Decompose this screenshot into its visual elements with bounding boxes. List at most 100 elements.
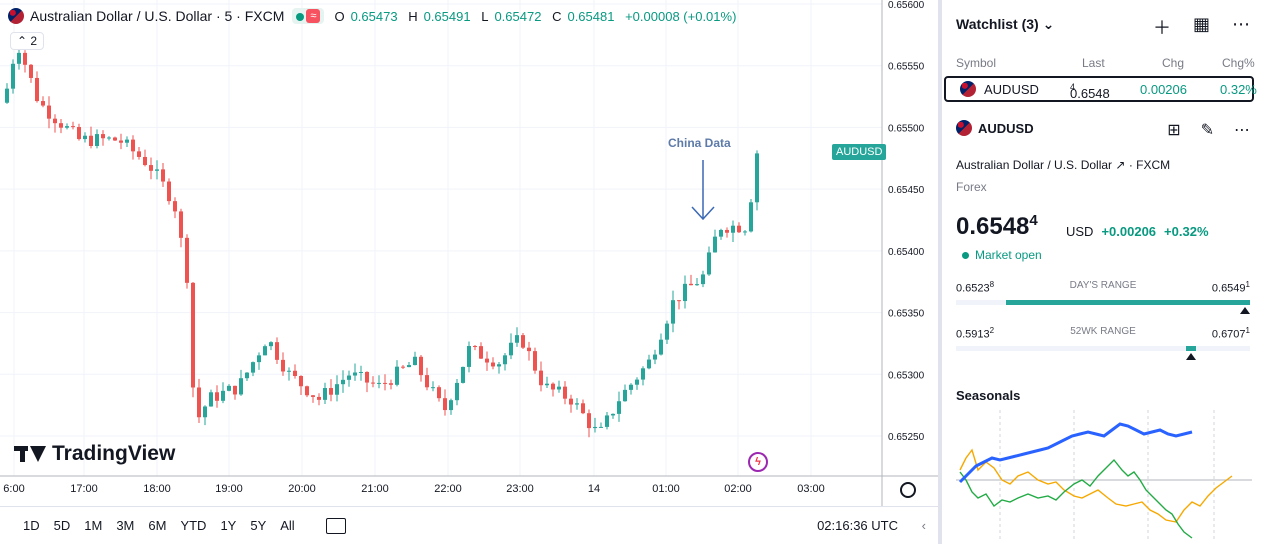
col-chg[interactable]: Chg — [1162, 56, 1185, 70]
lightning-icon[interactable]: ϟ — [748, 452, 768, 472]
table-icon[interactable]: ▦ — [1192, 14, 1210, 34]
col-chgp[interactable]: Chg% — [1222, 56, 1255, 70]
candle-body — [179, 211, 183, 238]
time-tick-label: 6:00 — [3, 483, 24, 495]
more-icon[interactable]: ⋯ — [1232, 14, 1250, 34]
candle-body — [293, 370, 297, 377]
col-symbol[interactable]: Symbol — [956, 56, 997, 70]
candle-body — [587, 413, 591, 429]
candle-body — [125, 139, 129, 143]
price-tick-label: 0.65350 — [888, 309, 925, 320]
gear-icon[interactable] — [900, 482, 916, 498]
price-tick-label: 0.65450 — [888, 185, 925, 196]
candle-body — [383, 382, 387, 384]
grid-icon[interactable]: ⊞ — [1167, 122, 1181, 139]
range-button-ytd[interactable]: YTD — [180, 518, 207, 533]
candle-body — [101, 134, 105, 139]
price-tick-label: 0.65550 — [888, 62, 925, 73]
candle-body — [89, 135, 93, 146]
watchlist-title[interactable]: Watchlist (3) ⌄ — [956, 16, 1054, 33]
candle-body — [221, 390, 225, 401]
price-chart[interactable]: 0.65600 0.65550 0.65500 0.65450 0.65400 0.653… — [0, 0, 938, 506]
seasonals-chart[interactable] — [956, 410, 1252, 540]
candle-body — [59, 123, 63, 128]
range-button-1m[interactable]: 1M — [84, 518, 103, 533]
candle-body — [185, 237, 189, 283]
candle-body — [227, 385, 231, 391]
range-button-3m[interactable]: 3M — [116, 518, 135, 533]
range-button-6m[interactable]: 6M — [148, 518, 167, 533]
chart-pane[interactable]: 0.65600 0.65550 0.65500 0.65450 0.65400 0.653… — [0, 0, 938, 544]
watchlist-row[interactable]: AUDUSD 0.6548 4 0.00206 0.32% — [944, 76, 1257, 102]
watchlist-icons: ＋ ▦ ⋯ — [1153, 14, 1250, 40]
edit-icon[interactable]: ✎ — [1200, 122, 1214, 139]
close-key: C — [552, 8, 562, 24]
flag-icon — [960, 81, 976, 97]
candle-body — [347, 375, 351, 380]
candle-body — [263, 346, 267, 356]
time-tick-label: 22:00 — [434, 483, 462, 495]
row-chgp: 0.32% — [1220, 82, 1257, 97]
clock-utc[interactable]: 02:16:36 UTC — [817, 518, 898, 533]
candle-body — [377, 382, 381, 384]
seasonals-title[interactable]: Seasonals — [956, 388, 1021, 403]
symbol-desc: Australian Dollar / U.S. Dollar ↗ · FXCM — [956, 158, 1170, 172]
row-chg: 0.00206 — [1140, 82, 1187, 97]
candle-body — [689, 283, 693, 286]
candle-body — [311, 395, 315, 397]
range-button-1y[interactable]: 1Y — [220, 518, 237, 533]
price-meta: USD +0.00206 +0.32% — [1066, 224, 1209, 239]
range-button-all[interactable]: All — [280, 518, 295, 533]
col-last[interactable]: Last — [1082, 56, 1105, 70]
candle-body — [467, 346, 471, 367]
candle-body — [533, 351, 537, 371]
candle-body — [41, 101, 45, 106]
add-icon[interactable]: ＋ — [1152, 18, 1171, 38]
price-tick-label: 0.65500 — [888, 123, 925, 134]
candle-body — [323, 388, 327, 400]
candle-body — [551, 383, 555, 390]
candle-body — [359, 371, 363, 373]
candle-body — [167, 181, 171, 202]
status-pill[interactable]: ≈ — [292, 8, 325, 24]
legend-title[interactable]: Australian Dollar / U.S. Dollar · 5 · FX… — [30, 8, 285, 24]
candle-body — [407, 365, 411, 368]
calendar-icon[interactable] — [325, 517, 346, 534]
time-tick-label: 18:00 — [143, 483, 171, 495]
symbol-name: AUDUSD — [978, 120, 1034, 136]
candle-body — [197, 387, 201, 418]
candle-body — [365, 371, 369, 383]
indicators-toggle[interactable]: ⌃ 2 — [10, 32, 45, 50]
candle-body — [353, 372, 357, 376]
candle-body — [29, 64, 33, 78]
candle-body — [35, 77, 39, 102]
symbol-header[interactable]: AUDUSD — [956, 120, 1034, 136]
symbol-type: Forex — [956, 180, 987, 194]
symbol-desc-link[interactable]: Australian Dollar / U.S. Dollar — [956, 158, 1113, 172]
candle-body — [401, 366, 405, 368]
price-tick-label: 0.65600 — [888, 0, 925, 11]
time-tick-label: 02:00 — [724, 483, 752, 495]
candle-body — [515, 335, 519, 343]
tradingview-logo[interactable]: TradingView — [14, 442, 175, 466]
external-link-icon[interactable]: ↗ — [1115, 158, 1126, 172]
candle-body — [647, 359, 651, 369]
candle-body — [755, 153, 759, 203]
candle-body — [455, 382, 459, 401]
range-button-5d[interactable]: 5D — [53, 518, 71, 533]
candle-body — [143, 156, 147, 166]
candle-body — [233, 385, 237, 395]
time-tick-label: 14 — [588, 483, 600, 495]
candle-body — [701, 274, 705, 285]
more-icon[interactable]: ⋯ — [1234, 122, 1250, 139]
candle-body — [473, 346, 477, 348]
close-value: 0.65481 — [567, 8, 615, 24]
row-last: 0.6548 4 — [1070, 82, 1110, 101]
collapse-icon[interactable]: ‹ — [921, 518, 926, 533]
flag-icon — [956, 120, 972, 136]
candle-body — [509, 342, 513, 356]
candle-body — [389, 383, 393, 385]
range-button-1d[interactable]: 1D — [23, 518, 40, 533]
range-button-5y[interactable]: 5Y — [250, 518, 267, 533]
candle-body — [569, 398, 573, 405]
